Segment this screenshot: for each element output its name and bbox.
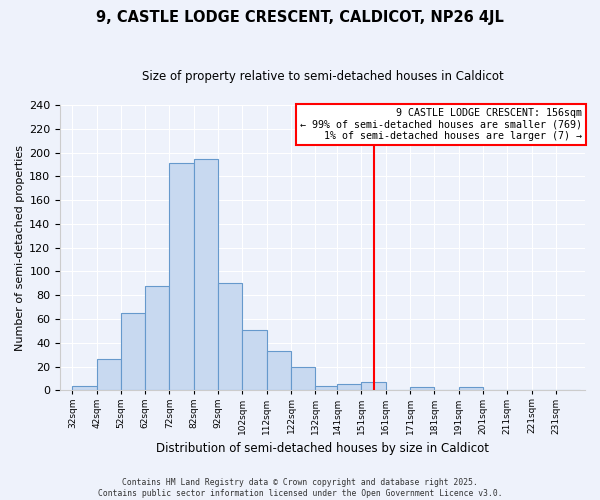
X-axis label: Distribution of semi-detached houses by size in Caldicot: Distribution of semi-detached houses by … [156, 442, 489, 455]
Bar [458, 387, 483, 390]
Text: 9, CASTLE LODGE CRESCENT, CALDICOT, NP26 4JL: 9, CASTLE LODGE CRESCENT, CALDICOT, NP26… [96, 10, 504, 25]
Bar [410, 387, 434, 390]
Bar [97, 360, 121, 390]
Bar [361, 382, 386, 390]
Title: Size of property relative to semi-detached houses in Caldicot: Size of property relative to semi-detach… [142, 70, 503, 83]
Y-axis label: Number of semi-detached properties: Number of semi-detached properties [15, 144, 25, 350]
Bar [291, 366, 315, 390]
Bar [72, 386, 97, 390]
Bar [315, 386, 337, 390]
Bar [218, 284, 242, 391]
Text: Contains HM Land Registry data © Crown copyright and database right 2025.
Contai: Contains HM Land Registry data © Crown c… [98, 478, 502, 498]
Bar [121, 313, 145, 390]
Text: 9 CASTLE LODGE CRESCENT: 156sqm
← 99% of semi-detached houses are smaller (769)
: 9 CASTLE LODGE CRESCENT: 156sqm ← 99% of… [301, 108, 583, 141]
Bar [337, 384, 361, 390]
Bar [145, 286, 169, 391]
Bar [194, 158, 218, 390]
Bar [266, 351, 291, 391]
Bar [169, 164, 194, 390]
Bar [242, 330, 266, 390]
